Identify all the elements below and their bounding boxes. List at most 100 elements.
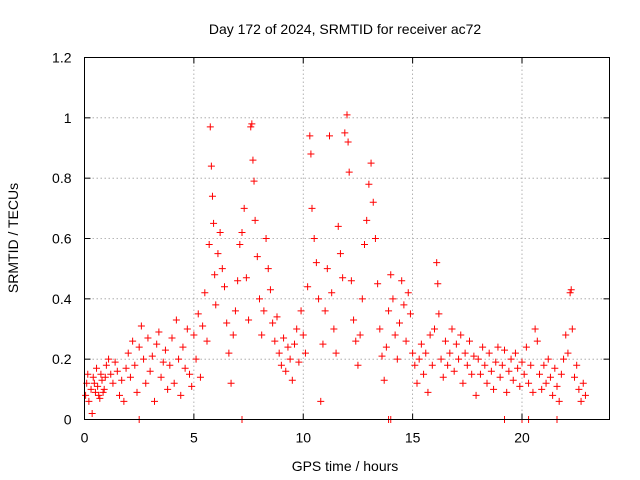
data-point <box>206 123 214 131</box>
data-point <box>157 373 165 381</box>
data-point <box>455 355 463 363</box>
data-point <box>137 322 145 330</box>
data-point <box>319 340 327 348</box>
data-point <box>581 391 589 399</box>
data-point <box>116 391 123 399</box>
data-point <box>297 307 305 315</box>
data-point <box>411 361 419 369</box>
data-point <box>275 349 283 357</box>
data-point <box>490 385 498 393</box>
data-point <box>203 337 211 345</box>
data-point <box>199 322 207 330</box>
data-point <box>387 271 395 279</box>
data-point <box>516 382 524 390</box>
x-tick-label: 20 <box>514 430 530 446</box>
chart-title: Day 172 of 2024, SRMTID for receiver ac7… <box>209 21 482 37</box>
data-point <box>369 198 377 206</box>
axis-ticks <box>84 57 610 420</box>
data-point <box>573 361 581 369</box>
data-point <box>135 343 143 351</box>
data-point <box>540 361 548 369</box>
x-tick-label: 15 <box>405 430 421 446</box>
data-point <box>459 379 467 387</box>
data-point <box>240 204 248 212</box>
data-point <box>404 289 412 297</box>
data-point <box>288 376 296 384</box>
data-point <box>433 259 441 267</box>
data-point <box>111 358 119 366</box>
data-point <box>247 123 255 131</box>
data-point <box>181 364 189 372</box>
data-point <box>168 334 176 342</box>
data-point <box>188 382 196 390</box>
data-point <box>148 352 156 360</box>
y-axis-label: SRMTID / TECUs <box>5 183 21 293</box>
data-point <box>564 349 572 357</box>
data-point <box>413 379 421 387</box>
data-point <box>251 216 259 224</box>
data-point <box>84 370 92 378</box>
data-point <box>260 307 268 315</box>
data-point <box>328 289 336 297</box>
data-point <box>522 343 530 351</box>
data-point <box>566 289 574 297</box>
data-point <box>378 352 386 360</box>
data-point <box>345 168 353 176</box>
data-point <box>262 235 270 242</box>
data-point <box>100 385 108 393</box>
data-point <box>225 349 233 357</box>
y-tick-label: 0 <box>64 412 72 428</box>
data-point <box>470 352 478 360</box>
data-point <box>426 331 434 339</box>
data-point <box>385 307 393 315</box>
data-point <box>323 265 331 273</box>
y-tick-label: 0.2 <box>52 351 72 367</box>
data-point <box>334 222 342 230</box>
data-point <box>450 367 458 375</box>
data-point <box>153 340 161 348</box>
data-point <box>420 370 428 378</box>
data-point <box>170 379 178 387</box>
y-tick-label: 0.4 <box>52 291 72 307</box>
data-point <box>389 295 397 303</box>
data-point <box>575 385 583 393</box>
data-point <box>474 355 482 363</box>
data-point <box>557 370 565 378</box>
data-point <box>434 280 442 288</box>
data-point <box>538 385 546 393</box>
data-point <box>435 310 443 318</box>
data-point <box>179 343 187 351</box>
data-point <box>175 355 183 363</box>
data-point <box>481 361 489 369</box>
data-point <box>367 159 375 167</box>
data-point <box>568 325 576 333</box>
data-point <box>332 349 340 357</box>
data-point <box>208 192 216 200</box>
data-point <box>511 349 519 357</box>
data-point <box>140 355 148 363</box>
data-point <box>437 355 445 363</box>
data-point <box>544 355 552 363</box>
data-point <box>291 340 298 348</box>
data-point <box>549 391 557 399</box>
data-point <box>483 379 491 387</box>
data-point <box>553 382 561 390</box>
data-point <box>151 397 158 405</box>
data-point <box>468 370 476 378</box>
data-point <box>107 370 115 378</box>
data-point <box>310 235 318 242</box>
data-point <box>498 361 506 369</box>
data-point <box>446 349 454 357</box>
data-point <box>286 355 294 363</box>
data-point <box>579 379 587 387</box>
data-point <box>363 216 371 224</box>
data-point <box>505 367 513 375</box>
data-point <box>101 373 109 381</box>
data-point <box>264 265 272 273</box>
data-point <box>277 361 285 369</box>
data-point <box>131 361 139 369</box>
data-point <box>339 274 347 282</box>
data-point <box>352 337 360 345</box>
data-point <box>356 331 364 339</box>
data-point <box>376 325 384 333</box>
